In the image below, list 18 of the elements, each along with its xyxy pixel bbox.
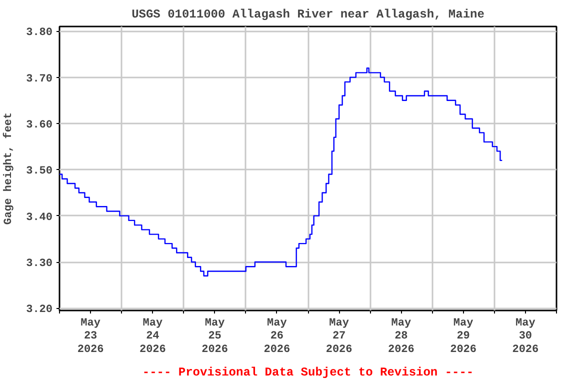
y-tick-label: 3.30 xyxy=(26,258,52,270)
x-tick-label: May 27 2026 xyxy=(326,318,352,356)
y-tick-label: 3.70 xyxy=(26,73,52,86)
x-tick-label: May 26 2026 xyxy=(264,318,290,356)
y-tick-label: 3.20 xyxy=(26,304,52,316)
y-tick-label: 3.80 xyxy=(26,27,52,40)
x-tick-label: May 24 2026 xyxy=(139,318,166,356)
y-tick-label: 3.40 xyxy=(26,212,52,224)
y-axis-title: Gage height, feet xyxy=(2,112,16,225)
x-tick-label: May 28 2026 xyxy=(388,318,414,356)
chart-title: USGS 01011000 Allagash River near Allagash, Maine xyxy=(132,8,484,22)
x-tick-label: May 29 2026 xyxy=(450,318,477,356)
x-tick-label: May 30 2026 xyxy=(512,318,539,356)
x-tick-label: May 23 2026 xyxy=(77,318,104,356)
x-tick-label: May 25 2026 xyxy=(202,318,228,356)
y-tick-label: 3.60 xyxy=(26,119,52,132)
y-tick-label: 3.50 xyxy=(26,166,52,178)
text: ---- Provisional Data Subject to Revision ---- xyxy=(142,366,474,380)
